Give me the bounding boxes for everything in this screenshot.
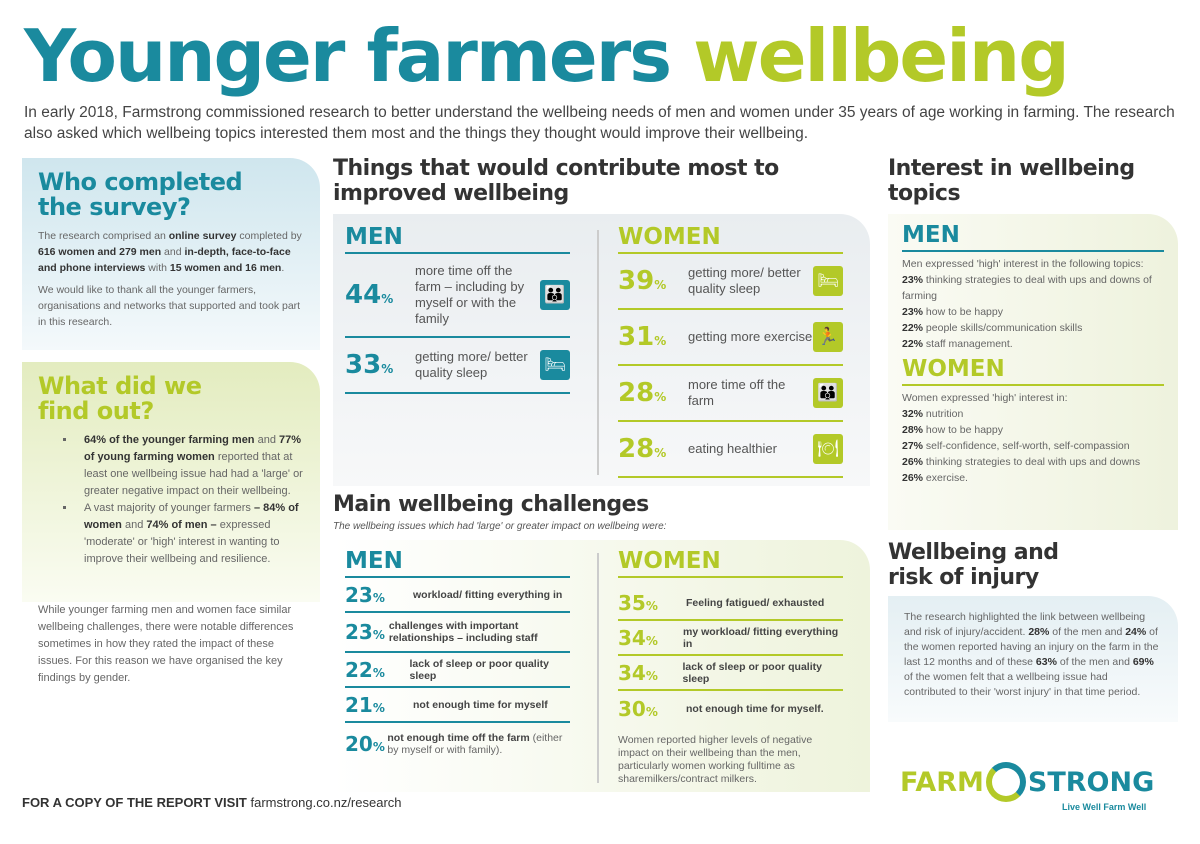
logo-swirl-icon [985, 762, 1026, 802]
page-title: Younger farmers wellbeing [24, 14, 1070, 98]
challenge-item: 20% not enough time off the farm (either … [345, 723, 570, 765]
divider [597, 230, 599, 475]
interest-item: 22% staff management. [902, 338, 1013, 350]
contribute-item: 39% getting more/ better quality sleep 🛏 [618, 254, 843, 310]
women-note: Women reported higher levels of negative… [618, 734, 813, 785]
report-link[interactable]: farmstrong.co.nz/research [250, 795, 402, 810]
interest-item: 23% thinking strategies to deal with ups… [902, 274, 1152, 302]
finding-bullet: A vast majority of younger farmers – 84%… [76, 500, 304, 568]
challenges-subtitle: The wellbeing issues which had 'large' o… [333, 521, 667, 532]
challenges-panel [333, 540, 870, 792]
item-text: workload/ fitting everything in [413, 588, 563, 601]
contribute-item: 31% getting more exercise 🏃 [618, 310, 843, 366]
challenge-item: 21% not enough time for myself [345, 688, 570, 723]
challenges-heading: Main wellbeing challenges [333, 492, 649, 517]
item-percent: 23% [345, 582, 385, 607]
bed-icon: 🛏 [540, 350, 570, 380]
interest-heading: Interest in wellbeing topics [888, 156, 1135, 206]
item-percent: 31% [618, 322, 667, 352]
interest-item: 27% self-confidence, self-worth, self-co… [902, 440, 1130, 452]
interest-men-intro: Men expressed 'high' interest in the fol… [902, 258, 1144, 270]
interest-women-intro: Women expressed 'high' interest in: [902, 392, 1068, 404]
who-box: Who completed the survey? The research c… [22, 158, 320, 350]
injury-panel: The research highlighted the link betwee… [888, 596, 1178, 722]
item-percent: 30% [618, 696, 658, 721]
item-text: not enough time for myself [413, 698, 548, 711]
contribute-men-label: MEN [345, 224, 570, 254]
interest-panel: MEN Men expressed 'high' interest in the… [888, 214, 1178, 530]
item-text: Feeling fatigued/ exhausted [686, 596, 825, 609]
item-percent: 28% [618, 378, 667, 408]
item-percent: 20% [345, 732, 385, 756]
item-text: more time off the farm – including by my… [415, 263, 525, 326]
interest-item: 22% people skills/communication skills [902, 322, 1083, 334]
interest-item: 32% nutrition [902, 408, 964, 420]
item-text: getting more/ better quality sleep [415, 349, 528, 380]
finding-bullet: 64% of the younger farming men and 77% o… [76, 432, 304, 500]
contribute-item: 28% eating healthier 🍽 [618, 422, 843, 478]
interest-women-label: WOMEN [902, 356, 1164, 386]
contribute-panel [333, 214, 870, 486]
item-text: challenges with important relationships … [388, 620, 538, 644]
contribute-item: 28% more time off the farm 👪 [618, 366, 843, 422]
item-percent: 22% [345, 657, 385, 682]
interest-item: 28% how to be happy [902, 424, 1003, 436]
item-text: my workload/ fitting everything in [682, 625, 839, 650]
contribute-item: 33% getting more/ better quality sleep 🛏 [345, 338, 570, 394]
item-text: lack of sleep or poor quality sleep [682, 660, 822, 685]
farmstrong-logo: FARM STRONG [900, 762, 1154, 802]
challenge-item: 34% my workload/ fitting everything in [618, 621, 843, 656]
item-text: more time off the farm [688, 377, 786, 408]
challenges-women-label: WOMEN [618, 548, 843, 578]
who-text: The research comprised an online survey … [38, 230, 302, 274]
who-thanks: We would like to thank all the younger f… [38, 284, 301, 328]
challenge-item: 23% challenges with important relationshi… [345, 613, 570, 653]
footer: FOR A COPY OF THE REPORT VISIT farmstron… [22, 795, 402, 810]
challenges-men-label: MEN [345, 548, 570, 578]
people-icon: 👪 [813, 378, 843, 408]
contribute-heading: Things that would contribute most to imp… [333, 156, 779, 206]
challenge-item: 34% lack of sleep or poor quality sleep [618, 656, 843, 691]
item-percent: 39% [618, 266, 667, 296]
interest-item: 26% exercise. [902, 472, 968, 484]
intro-text: In early 2018, Farmstrong commissioned r… [24, 104, 1175, 142]
findings-paragraph: While younger farming men and women face… [38, 604, 294, 684]
interest-item: 23% how to be happy [902, 306, 1003, 318]
item-percent: 33% [345, 350, 394, 380]
people-icon: 👪 [540, 280, 570, 310]
challenge-item: 22% lack of sleep or poor quality sleep [345, 653, 570, 688]
item-percent: 34% [618, 625, 658, 650]
item-percent: 35% [618, 590, 658, 615]
divider [597, 553, 599, 783]
challenge-item: 35% Feeling fatigued/ exhausted [618, 586, 843, 621]
item-percent: 28% [618, 434, 667, 464]
item-text: not enough time for myself. [686, 702, 824, 715]
challenge-item: 30% not enough time for myself. [618, 691, 843, 726]
contribute-women-label: WOMEN [618, 224, 843, 254]
logo-tagline: Live Well Farm Well [1062, 802, 1147, 812]
contribute-item: 44% more time off the farm – including by… [345, 254, 570, 338]
injury-text: The research highlighted the link betwee… [904, 611, 1159, 698]
item-text: getting more exercise [688, 329, 813, 344]
item-percent: 44% [345, 280, 394, 310]
running-icon: 🏃 [813, 322, 843, 352]
interest-men-label: MEN [902, 222, 1164, 252]
findings-heading: What did we find out? [38, 372, 202, 425]
item-percent: 21% [345, 692, 385, 717]
item-percent: 23% [345, 620, 385, 644]
food-icon: 🍽 [813, 434, 843, 464]
interest-item: 26% thinking strategies to deal with ups… [902, 456, 1141, 468]
item-percent: 34% [618, 660, 658, 685]
item-text: getting more/ better quality sleep [688, 265, 801, 296]
who-heading: Who completed the survey? [38, 168, 243, 221]
bed-icon: 🛏 [813, 266, 843, 296]
challenge-item: 23% workload/ fitting everything in [345, 578, 570, 613]
injury-heading: Wellbeing and risk of injury [888, 540, 1059, 590]
item-text: not enough time off the farm (either by … [387, 732, 563, 756]
item-text: eating healthier [688, 441, 777, 456]
item-text: lack of sleep or poor quality sleep [409, 657, 549, 682]
findings-box: What did we find out? 64% of the younger… [22, 362, 320, 602]
